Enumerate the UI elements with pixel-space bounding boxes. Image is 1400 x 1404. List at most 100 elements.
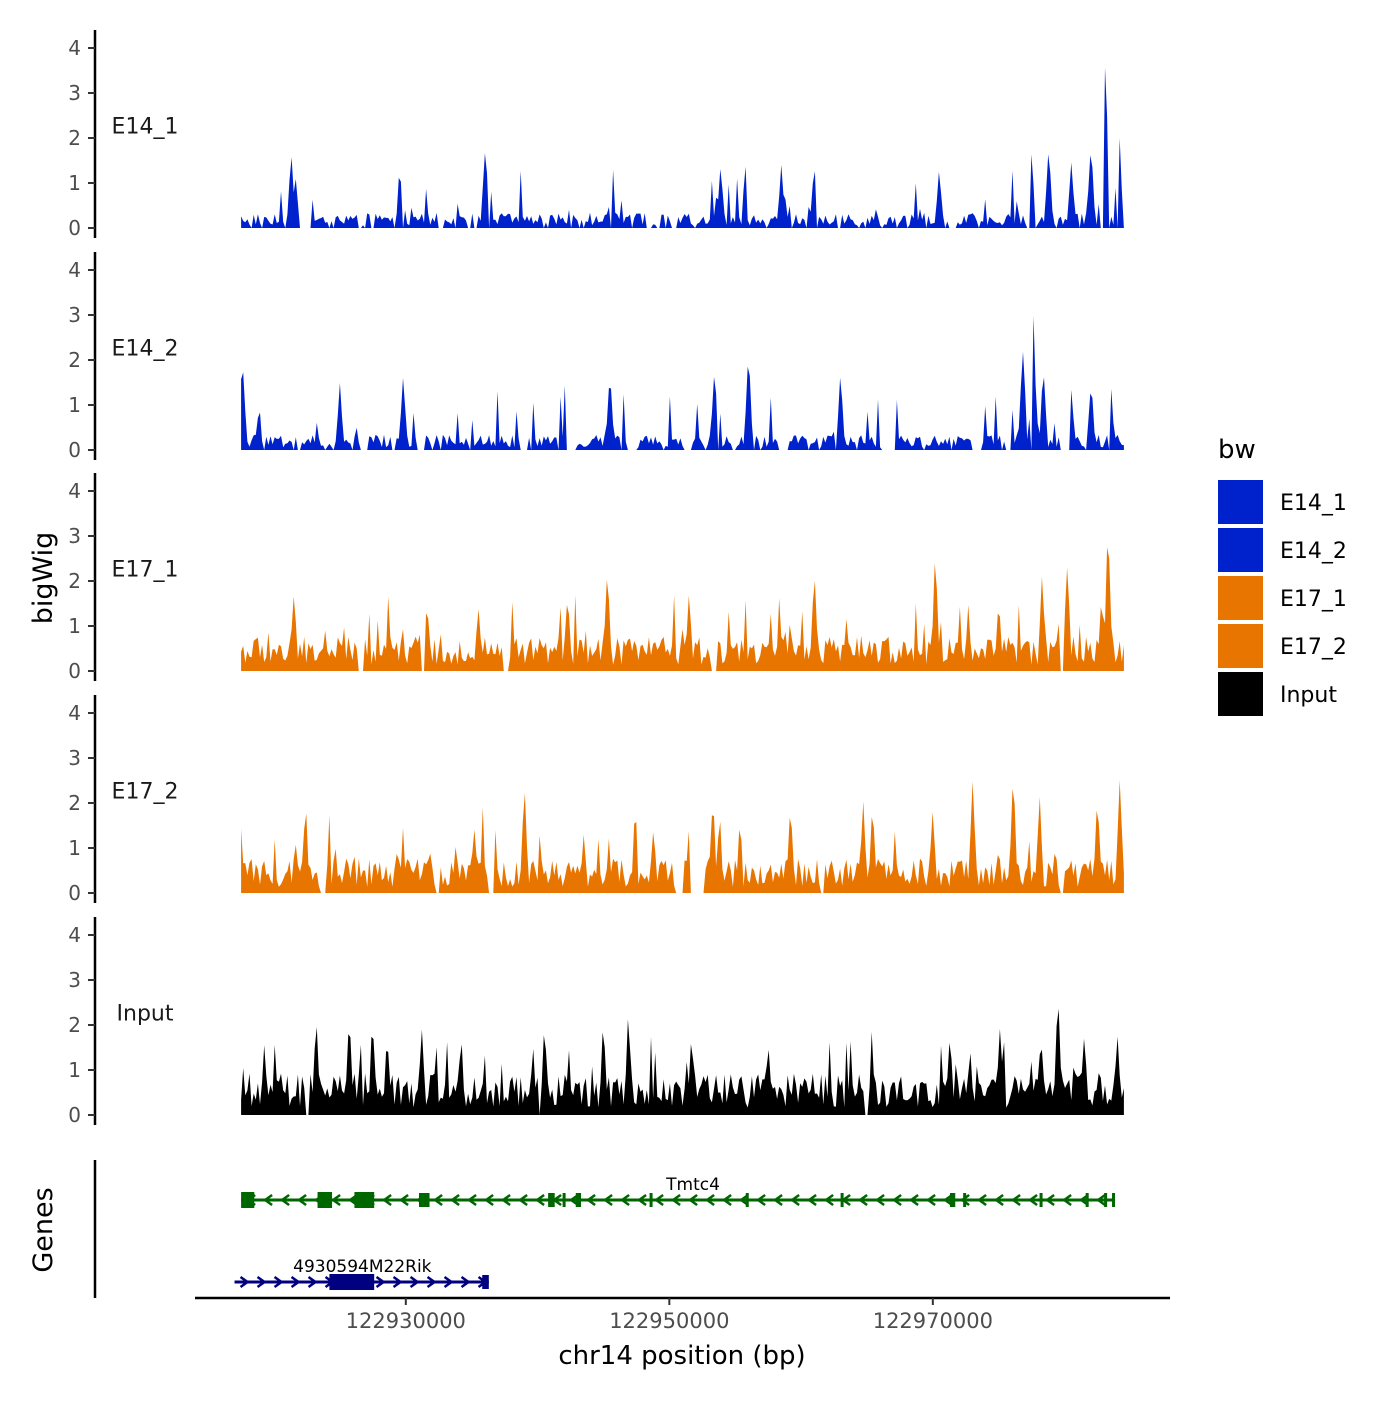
- strand-arrow: [704, 1193, 715, 1207]
- x-tick-label: 122950000: [609, 1309, 729, 1333]
- strand-arrow: [721, 1193, 732, 1207]
- strand-arrow: [466, 1193, 477, 1207]
- legend-label: E14_2: [1280, 539, 1347, 564]
- y-tick-label: 3: [68, 524, 81, 548]
- strand-arrow: [653, 1193, 664, 1207]
- gene-exon: [575, 1193, 582, 1207]
- panel-e14-2: 0 1 2 3 4 E14_2: [68, 252, 1124, 462]
- gene-exon: [329, 1274, 375, 1290]
- strand-arrow: [1044, 1193, 1055, 1207]
- panel-e14-1: 0 1 2 3 4 E14_1: [68, 30, 1124, 240]
- strand-arrow: [636, 1193, 647, 1207]
- legend-swatch: [1218, 480, 1263, 524]
- strand-arrow: [857, 1193, 868, 1207]
- y-tick-label: 3: [68, 303, 81, 327]
- y-tick-label: 0: [68, 216, 81, 240]
- panel-label: E17_1: [112, 558, 179, 583]
- strand-arrow: [925, 1193, 936, 1207]
- y-tick-label: 1: [68, 171, 81, 195]
- strand-arrow: [273, 1275, 284, 1289]
- y-tick-label: 1: [68, 1058, 81, 1082]
- legend-swatch: [1218, 576, 1263, 620]
- legend-label: E17_2: [1280, 635, 1347, 660]
- gene-exon: [963, 1193, 967, 1207]
- gene-exon: [241, 1192, 255, 1208]
- gene-exon: [1085, 1193, 1089, 1207]
- y-tick-label: 4: [68, 36, 81, 60]
- y-tick-label: 1: [68, 393, 81, 417]
- y-tick-label: 4: [68, 479, 81, 503]
- y-tick-label: 0: [68, 1103, 81, 1127]
- gene-exon: [562, 1193, 566, 1207]
- y-axis-title: bigWig: [28, 532, 59, 625]
- strand-arrow: [772, 1193, 783, 1207]
- y-tick-label: 3: [68, 81, 81, 105]
- strand-arrow: [670, 1193, 681, 1207]
- genes-panel: Tmtc4 4930594M22Rik: [93, 1160, 1116, 1298]
- legend-label: E14_1: [1280, 491, 1347, 516]
- signal-area-e17-2: [241, 780, 1124, 893]
- y-tick-label: 2: [68, 569, 81, 593]
- y-tick-label: 4: [68, 701, 81, 725]
- legend: bw E14_1 E14_2 E17_1 E17_2 Input: [1218, 435, 1347, 716]
- gene-exon: [1112, 1193, 1116, 1207]
- strand-arrow: [823, 1193, 834, 1207]
- strand-arrow: [290, 1275, 301, 1289]
- y-tick-label: 2: [68, 791, 81, 815]
- strand-arrow: [789, 1193, 800, 1207]
- y-tick-label: 2: [68, 1013, 81, 1037]
- panel-label: E14_2: [112, 337, 179, 362]
- strand-arrow: [426, 1275, 437, 1289]
- legend-title: bw: [1218, 435, 1256, 465]
- gene-exon: [418, 1193, 430, 1207]
- signal-area-e17-1: [241, 547, 1124, 671]
- genes-axis-title: Genes: [28, 1187, 59, 1272]
- strand-arrow: [279, 1193, 290, 1207]
- gene-exon: [1104, 1193, 1108, 1207]
- strand-arrow: [534, 1193, 545, 1207]
- strand-arrow: [239, 1275, 250, 1289]
- strand-arrow: [409, 1275, 420, 1289]
- gene-label: Tmtc4: [665, 1175, 720, 1195]
- strand-arrow: [262, 1193, 273, 1207]
- gene-exon: [649, 1193, 653, 1207]
- panel-input: 0 1 2 3 4 Input: [68, 917, 1124, 1127]
- y-tick-label: 3: [68, 968, 81, 992]
- strand-arrow: [687, 1193, 698, 1207]
- panel-label: E17_2: [112, 780, 179, 805]
- strand-arrow: [460, 1275, 471, 1289]
- y-tick-label: 3: [68, 746, 81, 770]
- strand-arrow: [500, 1193, 511, 1207]
- strand-arrow: [874, 1193, 885, 1207]
- x-axis: chr14 position (bp) 122930000 122950000 12…: [195, 1296, 1170, 1371]
- y-tick-label: 0: [68, 659, 81, 683]
- legend-swatch: [1218, 528, 1263, 572]
- panel-e17-1: 0 1 2 3 4 E17_1: [68, 473, 1124, 683]
- gene-label: 4930594M22Rik: [293, 1257, 432, 1277]
- gene-exon: [949, 1193, 956, 1207]
- y-tick-label: 0: [68, 881, 81, 905]
- signal-panels: 0 1 2 3 4 E14_1 0 1 2 3 4 E14_2 0 1 2 3 4 E17_1 0 1 2 3 4 E17_2…: [68, 30, 1124, 1127]
- x-tick-label: 122970000: [873, 1309, 993, 1333]
- strand-arrow: [1027, 1193, 1038, 1207]
- gene-exon: [745, 1193, 749, 1207]
- signal-area-input: [241, 1008, 1124, 1115]
- y-tick-label: 2: [68, 126, 81, 150]
- signal-area-e14-2: [241, 315, 1124, 450]
- strand-arrow: [959, 1193, 970, 1207]
- panel-label: E14_1: [112, 115, 179, 140]
- strand-arrow: [1095, 1193, 1106, 1207]
- strand-arrow: [585, 1193, 596, 1207]
- gene-exon: [548, 1193, 555, 1207]
- strand-arrow: [908, 1193, 919, 1207]
- x-axis-title: chr14 position (bp): [558, 1341, 805, 1371]
- strand-arrow: [1061, 1193, 1072, 1207]
- strand-arrow: [483, 1193, 494, 1207]
- y-tick-label: 1: [68, 836, 81, 860]
- signal-area-e14-1: [241, 67, 1124, 228]
- strand-arrow: [619, 1193, 630, 1207]
- y-tick-label: 1: [68, 614, 81, 638]
- gene-exon: [1039, 1193, 1043, 1207]
- strand-arrow: [392, 1275, 403, 1289]
